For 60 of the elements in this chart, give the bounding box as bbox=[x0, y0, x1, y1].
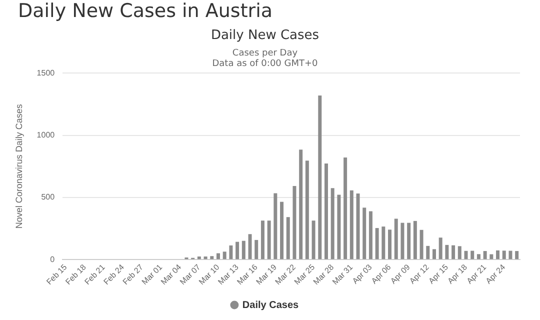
bar bbox=[280, 202, 284, 260]
chart-subtitle: Cases per Day bbox=[232, 48, 298, 58]
bar bbox=[350, 190, 354, 260]
bar bbox=[362, 208, 366, 260]
bar bbox=[452, 245, 456, 260]
text: Data as of 0:00 GMT+0 bbox=[212, 59, 318, 70]
bar bbox=[242, 240, 246, 260]
bar bbox=[407, 222, 411, 260]
y-tick-label: 0 bbox=[50, 254, 56, 264]
bar bbox=[420, 230, 424, 260]
bar bbox=[470, 250, 474, 260]
bar bbox=[483, 251, 487, 260]
bar bbox=[388, 230, 392, 260]
bar bbox=[210, 256, 214, 260]
bar bbox=[432, 249, 436, 260]
bar bbox=[368, 211, 372, 260]
bar bbox=[248, 234, 252, 260]
bar bbox=[197, 256, 201, 260]
bar bbox=[496, 250, 500, 260]
bar bbox=[382, 226, 386, 260]
bar bbox=[222, 252, 226, 260]
bar bbox=[413, 220, 417, 260]
bar bbox=[229, 245, 233, 260]
bar bbox=[515, 251, 519, 260]
bar bbox=[216, 253, 220, 260]
bar bbox=[344, 157, 348, 260]
bar bbox=[356, 193, 360, 260]
y-tick-label: 500 bbox=[41, 192, 56, 202]
y-tick-label: 1000 bbox=[36, 130, 56, 140]
bar bbox=[508, 250, 512, 260]
bar bbox=[236, 242, 240, 260]
bar bbox=[458, 246, 462, 260]
bar bbox=[267, 220, 271, 260]
bar bbox=[445, 244, 449, 260]
bar bbox=[394, 218, 398, 260]
bar bbox=[502, 250, 506, 260]
bar bbox=[324, 164, 328, 260]
bar bbox=[476, 254, 480, 260]
bar bbox=[330, 188, 334, 260]
chart-title: Daily New Cases bbox=[210, 28, 320, 44]
bar bbox=[337, 194, 341, 260]
legend-label: Daily Cases bbox=[242, 300, 300, 311]
bar bbox=[490, 254, 494, 260]
text: Daily New Cases in Austria bbox=[18, 0, 274, 24]
bar bbox=[204, 256, 208, 260]
bar bbox=[274, 193, 278, 260]
bar bbox=[426, 246, 430, 260]
bar bbox=[254, 240, 258, 260]
bar bbox=[260, 220, 264, 260]
bar bbox=[438, 238, 442, 260]
bar bbox=[312, 220, 316, 260]
bar bbox=[299, 150, 303, 260]
y-axis-title: Novel Coronavirus Daily Cases bbox=[14, 104, 24, 229]
bar bbox=[286, 217, 290, 260]
bar bbox=[400, 222, 404, 260]
bar bbox=[305, 160, 309, 260]
y-tick-label: 1500 bbox=[36, 68, 56, 78]
bar bbox=[292, 186, 296, 260]
bar bbox=[318, 95, 322, 260]
bar bbox=[375, 228, 379, 260]
